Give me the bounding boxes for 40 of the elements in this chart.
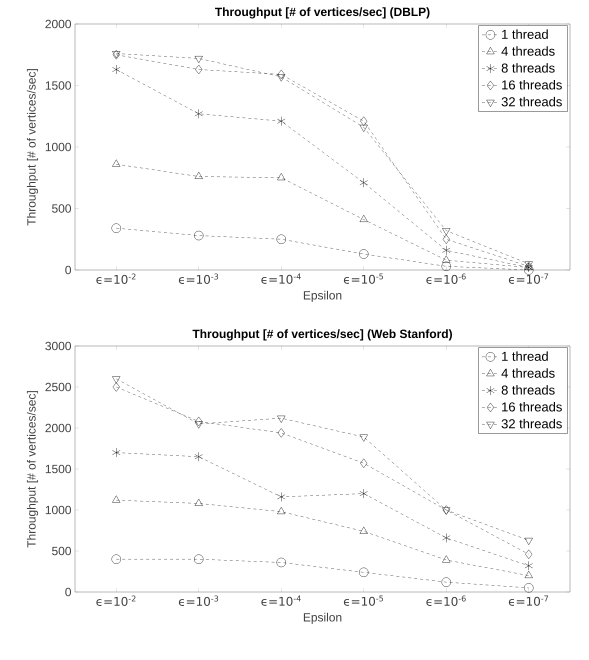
y-tick-label: 0	[65, 588, 72, 596]
y-tick-label: 3000	[45, 342, 72, 350]
x-tick-label: ϵ=10$^{-2}$	[96, 274, 136, 284]
chart-title: Throughput [# of vertices/sec] (DBLP)	[215, 7, 430, 18]
legend-label: 32 threads	[502, 96, 562, 106]
y-tick-label: 2000	[45, 20, 72, 28]
y-axis-title: Throughput [# of vertices/sec]	[26, 391, 38, 548]
legend-label: 8 threads	[502, 385, 555, 395]
legend-label: 32 threads	[502, 418, 562, 428]
y-axis-title: Throughput [# of vertices/sec]	[26, 69, 38, 226]
legend-label: 1 thread	[502, 351, 548, 361]
x-tick-label: ϵ=10$^{-3}$	[178, 274, 218, 284]
x-axis-title: Epsilon	[304, 612, 342, 624]
legend-label: 16 threads	[502, 80, 562, 90]
x-tick-label: ϵ=10$^{-3}$	[178, 596, 218, 606]
y-tick-label: 2000	[45, 424, 72, 432]
x-tick-label: ϵ=10$^{-6}$	[426, 274, 466, 284]
x-tick-label: ϵ=10$^{-5}$	[344, 596, 384, 606]
x-axis-title: Epsilon	[304, 290, 342, 302]
x-tick-label: ϵ=10$^{-5}$	[344, 274, 384, 284]
y-tick-label: 2500	[45, 382, 72, 392]
y-tick-label: 500	[52, 546, 72, 556]
y-tick-label: 0	[65, 266, 72, 274]
x-tick-label: ϵ=10$^{-4}$	[261, 596, 301, 606]
y-tick-label: 500	[52, 204, 72, 213]
y-tick-label: 1000	[46, 506, 72, 514]
x-tick-label: ϵ=10$^{-6}$	[426, 596, 466, 606]
legend-label: 1 thread	[502, 29, 548, 39]
x-tick-label: ϵ=10$^{-4}$	[261, 274, 301, 284]
chart-title: Throughput [# of vertices/sec] (Web Stanford)	[192, 329, 452, 340]
y-tick-label: 1000	[46, 142, 72, 152]
legend-label: 8 threads	[502, 63, 555, 73]
x-tick-label: ϵ=10$^{-7}$	[508, 596, 548, 606]
y-tick-label: 1500	[46, 81, 72, 90]
x-tick-label: ϵ=10$^{-2}$	[96, 596, 136, 606]
legend-label: 4 threads	[501, 46, 555, 56]
legend-label: 16 threads	[502, 402, 562, 412]
y-tick-label: 1500	[46, 464, 72, 474]
legend-label: 4 threads	[501, 368, 555, 378]
x-tick-label: ϵ=10$^{-7}$	[508, 274, 548, 284]
